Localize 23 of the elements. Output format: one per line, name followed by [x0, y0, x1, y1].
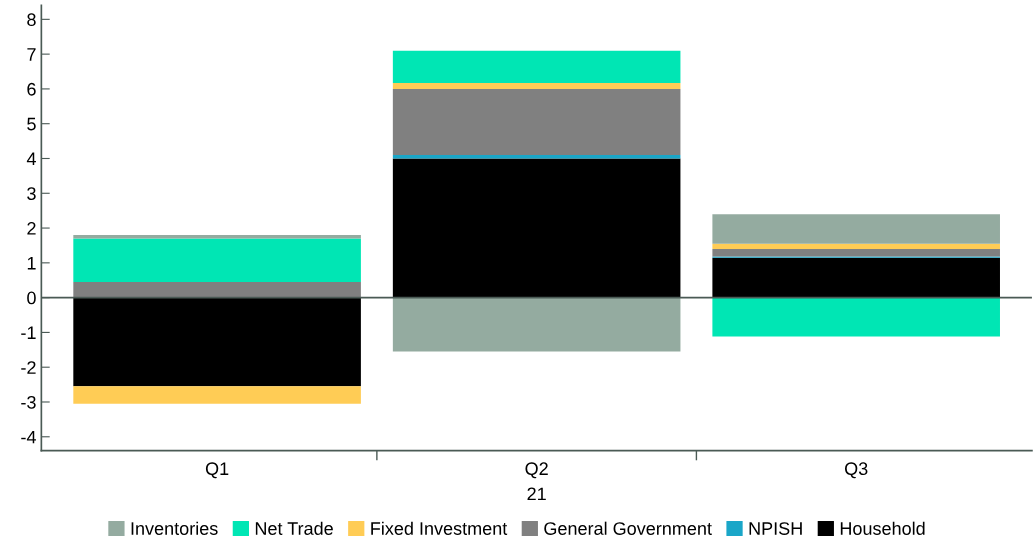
y-tick-label: -3 — [21, 395, 36, 409]
y-tick-label: 0 — [27, 291, 36, 305]
x-tick-label: Q2 — [525, 462, 548, 479]
x-tick-label: Q3 — [845, 462, 868, 479]
y-tick-label: 8 — [27, 13, 36, 27]
y-tick-label: 4 — [26, 152, 36, 166]
x-tick-label: Q1 — [205, 462, 229, 479]
x-axis-title: 21 — [527, 487, 546, 501]
legend-label: Household — [840, 521, 925, 535]
legend-label: Inventories — [131, 521, 218, 535]
legend-label: NPISH — [749, 522, 802, 535]
y-tick-label: 3 — [27, 187, 36, 200]
y-tick-label: 7 — [27, 48, 36, 61]
legend-label: Net Trade — [255, 521, 333, 535]
y-tick-label: 2 — [27, 221, 36, 235]
y-tick-label: 5 — [27, 117, 36, 131]
legend-label: Fixed Investment — [371, 521, 508, 535]
legend-label: General Government — [544, 521, 712, 535]
y-tick-label: 1 — [27, 256, 36, 270]
y-tick-label: -1 — [21, 326, 36, 339]
y-tick-label: -4 — [21, 430, 36, 444]
y-tick-label: -2 — [21, 361, 36, 374]
y-tick-label: 6 — [27, 82, 36, 96]
